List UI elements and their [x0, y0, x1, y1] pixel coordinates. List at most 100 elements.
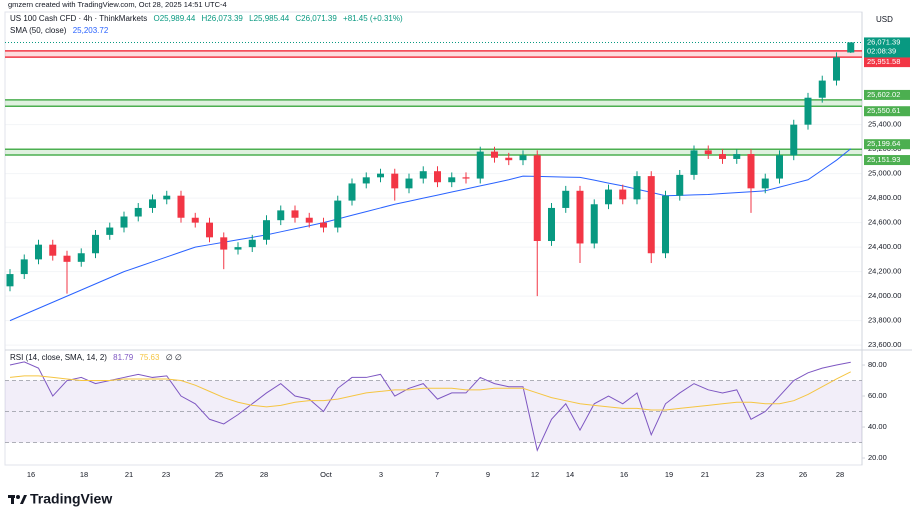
rsi-tick-label: 80.00	[868, 360, 887, 369]
y-tick-label: 23,800.00	[868, 316, 901, 325]
y-tick-label: 24,600.00	[868, 218, 901, 227]
candle-body	[448, 177, 456, 183]
candle-body	[804, 97, 812, 125]
zone-badge	[864, 139, 910, 150]
rsi-legend: RSI (14, close, SMA, 14, 2) 81.79 75.63 …	[10, 353, 186, 362]
candle-body	[348, 183, 356, 201]
zone-badge	[864, 89, 910, 100]
x-tick-label: 23	[756, 470, 764, 479]
zone	[5, 99, 862, 107]
candle-body	[163, 195, 171, 200]
x-tick-label: 16	[620, 470, 628, 479]
candle-body	[334, 200, 342, 228]
candle-body	[35, 244, 42, 260]
candle-body	[519, 155, 527, 161]
candle-body	[220, 237, 228, 250]
zone-badge-label: 25,550.61	[867, 106, 900, 115]
sma-legend: SMA (50, close) 25,203.72	[10, 26, 112, 35]
candle-body	[491, 151, 498, 158]
candle-body	[676, 174, 684, 196]
legend-high: H26,073.39	[201, 14, 243, 23]
rsi-line	[9, 361, 851, 452]
x-tick-label: 23	[162, 470, 170, 479]
rsi-value: 81.79	[113, 353, 134, 362]
candle-body	[533, 155, 541, 242]
x-tick-label: 26	[799, 470, 807, 479]
x-tick-label: 25	[215, 470, 223, 479]
candle-body	[277, 210, 285, 221]
legend-low: L25,985.44	[249, 14, 290, 23]
candle-body	[790, 124, 798, 156]
candle-body	[6, 274, 14, 287]
rsi-line	[9, 371, 851, 411]
candle-body	[20, 259, 28, 275]
candle-body	[647, 176, 655, 254]
x-tick-label: 21	[125, 470, 133, 479]
candle-body	[590, 204, 598, 244]
candle-body	[248, 239, 256, 248]
candle-body	[704, 150, 712, 155]
logo-text: TradingView	[30, 491, 112, 507]
candle-body	[120, 216, 128, 228]
candle-body	[234, 247, 242, 250]
x-tick-label: 16	[27, 470, 35, 479]
sma-value: 25,203.72	[72, 26, 109, 35]
candle-body	[747, 154, 755, 189]
candle-body	[818, 80, 826, 98]
y-tick-label: 23,600.00	[868, 340, 901, 349]
x-tick-label: 9	[486, 470, 490, 479]
y-tick-label: 24,000.00	[868, 291, 901, 300]
symbol-title: US 100 Cash CFD · 4h · ThinkMarkets	[10, 14, 148, 23]
zone-badge-label: 25,151.93	[867, 155, 900, 164]
candle-body	[761, 178, 769, 189]
candle-body	[77, 253, 85, 262]
y-tick-label: 24,400.00	[868, 242, 901, 251]
candle-body	[405, 178, 413, 189]
x-tick-label: 28	[836, 470, 844, 479]
rsi-tick-label: 20.00	[868, 453, 887, 462]
x-tick-label: 21	[701, 470, 709, 479]
candle-body	[462, 177, 470, 179]
candle-body	[320, 222, 327, 228]
candle-body	[177, 195, 185, 218]
candle-body	[263, 220, 270, 240]
y-tick-label: 25,000.00	[868, 169, 901, 178]
x-tick-label: 19	[665, 470, 673, 479]
legend-change: +81.45 (+0.31%)	[343, 14, 403, 23]
sma-name: SMA (50, close)	[10, 26, 67, 35]
zone-badge-label: 25,951.58	[867, 57, 900, 66]
countdown-label: 02:08:39	[867, 46, 896, 55]
x-tick-label: 3	[379, 470, 383, 479]
zone	[5, 50, 862, 58]
candle-body	[576, 190, 584, 244]
candle-body	[719, 154, 726, 159]
candle-body	[106, 227, 114, 235]
x-tick-label: 28	[260, 470, 268, 479]
zone-badge-label: 25,602.02	[867, 90, 900, 99]
candle-body	[391, 173, 399, 189]
last-price-badge	[864, 37, 910, 58]
candle-body	[733, 154, 741, 159]
candle-body	[149, 199, 156, 208]
sma-line	[9, 148, 852, 322]
candle-body	[605, 189, 612, 205]
candle-body	[476, 151, 484, 179]
candle-body	[63, 255, 71, 262]
candle-body	[690, 150, 698, 175]
candle-body	[206, 222, 213, 238]
candle-body	[633, 176, 641, 200]
x-tick-label: Oct	[320, 470, 333, 479]
candle-body	[92, 234, 99, 254]
candle-body	[662, 195, 669, 254]
zone-badge	[864, 57, 910, 68]
candle-body	[833, 57, 840, 81]
candle-body	[847, 42, 855, 53]
candle-body	[562, 190, 570, 208]
x-tick-label: 7	[435, 470, 439, 479]
legend-close: C26,071.39	[295, 14, 337, 23]
rsi-ma-value: 75.63	[139, 353, 160, 362]
rsi-tick-label: 60.00	[868, 391, 887, 400]
candle-body	[377, 173, 384, 178]
